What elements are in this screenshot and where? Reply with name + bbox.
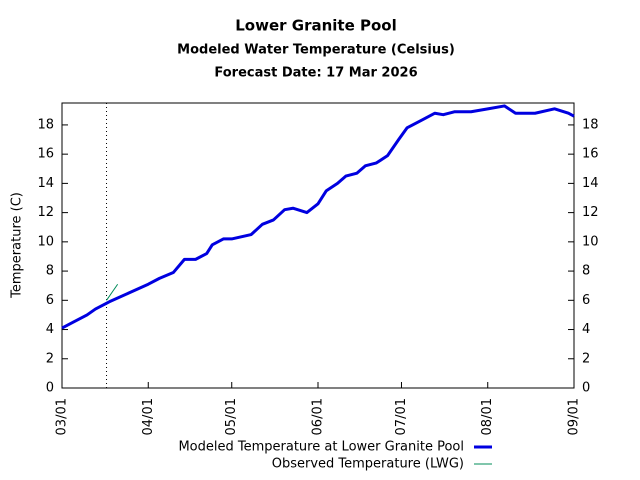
y2-tick-label: 4 xyxy=(582,322,590,337)
y-axis-label: Temperature (C) xyxy=(10,192,25,299)
y2-tick-label: 18 xyxy=(582,117,599,132)
chart-subtitle: Forecast Date: 17 Mar 2026 xyxy=(214,66,417,81)
data-line xyxy=(106,283,119,301)
y2-tick-label: 16 xyxy=(582,147,599,162)
y2-tick-label: 8 xyxy=(582,264,590,279)
y-tick-label: 4 xyxy=(46,322,54,337)
y2-tick-label: 2 xyxy=(582,351,590,366)
y-tick-label: 10 xyxy=(37,234,54,249)
x-tick-label: 05/01 xyxy=(224,398,239,435)
y2-tick-label: 6 xyxy=(582,293,590,308)
y2-tick-label: 10 xyxy=(582,234,599,249)
y2-tick-label: 0 xyxy=(582,381,590,396)
y2-tick-label: 14 xyxy=(582,176,599,191)
x-tick-label: 04/01 xyxy=(141,398,156,435)
y-tick-label: 0 xyxy=(46,381,54,396)
chart-title: Lower Granite Pool xyxy=(235,17,396,35)
legend-label: Modeled Temperature at Lower Granite Poo… xyxy=(178,440,464,455)
x-tick-label: 06/01 xyxy=(311,398,326,435)
y-tick-label: 2 xyxy=(46,351,54,366)
data-line xyxy=(61,104,575,330)
y-tick-label: 12 xyxy=(37,205,54,220)
x-tick-label: 09/01 xyxy=(567,398,582,435)
y2-tick-label: 12 xyxy=(582,205,599,220)
y-tick-label: 6 xyxy=(46,293,54,308)
legend-label: Observed Temperature (LWG) xyxy=(272,457,464,472)
x-tick-label: 03/01 xyxy=(55,398,70,435)
y-tick-label: 18 xyxy=(37,117,54,132)
y-tick-label: 8 xyxy=(46,264,54,279)
chart-subtitle: Modeled Water Temperature (Celsius) xyxy=(177,43,455,58)
y-tick-label: 16 xyxy=(37,147,54,162)
x-tick-label: 08/01 xyxy=(480,398,495,435)
x-tick-label: 07/01 xyxy=(394,398,409,435)
plot-frame xyxy=(61,102,575,389)
y-tick-label: 14 xyxy=(37,176,54,191)
